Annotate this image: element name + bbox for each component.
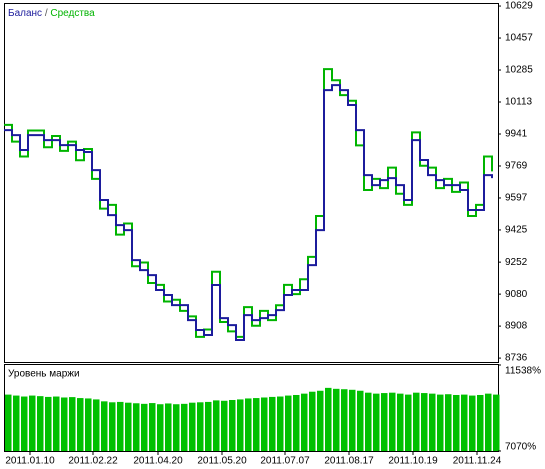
margin-bar	[381, 393, 388, 451]
main-panel	[4, 3, 499, 363]
margin-bar	[325, 387, 332, 451]
margin-bar	[405, 394, 412, 451]
x-tick-label: 2011.01.10	[5, 456, 55, 467]
x-tick-label: 2011.11.24	[453, 456, 502, 467]
x-tick-label: 2011.07.07	[260, 456, 310, 467]
margin-bar	[485, 393, 492, 451]
margin-bar	[293, 394, 300, 451]
margin-bar	[205, 401, 212, 451]
margin-bar	[413, 392, 420, 451]
margin-bar	[133, 403, 140, 451]
x-tick-label: 2011.04.20	[133, 456, 183, 467]
margin-bar	[85, 398, 92, 451]
margin-bar	[309, 391, 316, 451]
margin-bar	[357, 390, 364, 451]
margin-bar	[37, 396, 44, 451]
margin-bar	[149, 403, 156, 451]
margin-bar	[197, 402, 204, 451]
y-tick-label: 10285	[505, 65, 533, 76]
x-tick-label: 2011.08.17	[324, 456, 374, 467]
margin-bar	[157, 404, 164, 451]
y-tick-label: 9769	[505, 161, 528, 172]
x-tick-label: 2011.10.19	[388, 456, 438, 467]
margin-bar	[173, 404, 180, 451]
margin-bar	[349, 389, 356, 451]
margin-bar	[181, 403, 188, 451]
series-line	[4, 84, 493, 342]
margin-bar	[437, 394, 444, 451]
margin-bar	[317, 390, 324, 451]
margin-bar	[341, 389, 348, 451]
y-tick-label: 8908	[505, 321, 528, 332]
margin-bar	[245, 398, 252, 451]
margin-bar	[61, 397, 68, 451]
x-tick-label: 2011.05.20	[197, 456, 247, 467]
margin-bar	[125, 402, 132, 451]
margin-bar	[229, 399, 236, 451]
y-tick-label: 8736	[505, 353, 528, 364]
legend-equity: Средства	[50, 8, 95, 19]
margin-bar	[373, 393, 380, 451]
y-tick-label: 9941	[505, 129, 528, 140]
margin-bar	[285, 395, 292, 451]
margin-bar	[261, 397, 268, 451]
margin-bar	[277, 396, 284, 451]
margin-bar	[477, 394, 484, 451]
margin-bar	[445, 394, 452, 451]
y-tick-label: 9597	[505, 193, 528, 204]
legend-balance: Баланс	[8, 8, 42, 19]
y-tick-label: 10113	[505, 97, 533, 108]
margin-bar	[45, 396, 52, 451]
margin-bar	[461, 394, 468, 451]
margin-bar	[453, 394, 460, 451]
y-tick-label: 7070%	[505, 442, 536, 453]
margin-bar	[493, 394, 500, 451]
margin-bar	[429, 393, 436, 451]
margin-bar	[5, 394, 12, 451]
margin-bar	[141, 403, 148, 451]
y-tick-label: 10457	[505, 33, 533, 44]
margin-bar	[469, 395, 476, 451]
margin-bar	[101, 401, 108, 451]
margin-bar	[109, 402, 116, 451]
y-tick-label: 9080	[505, 289, 528, 300]
margin-bar	[165, 403, 172, 451]
margin-bar	[29, 395, 36, 451]
margin-bar	[301, 393, 308, 451]
margin-bar	[269, 396, 276, 451]
margin-title: Уровень маржи	[8, 369, 80, 380]
margin-bar	[397, 393, 404, 451]
margin-bar	[389, 392, 396, 451]
margin-bar	[13, 395, 20, 451]
y-tick-label: 10629	[505, 1, 533, 12]
legend-separator: /	[45, 8, 48, 19]
x-tick-label: 2011.02.22	[68, 456, 118, 467]
margin-bar	[213, 400, 220, 451]
margin-bar	[237, 399, 244, 451]
legend: Баланс / Средства	[8, 8, 95, 19]
margin-bar	[77, 398, 84, 451]
margin-bar	[365, 392, 372, 451]
margin-bar	[189, 402, 196, 451]
margin-bar	[53, 396, 60, 451]
margin-bar	[21, 396, 28, 451]
margin-bar	[333, 388, 340, 451]
y-tick-label: 9252	[505, 257, 528, 268]
margin-bar	[69, 397, 76, 451]
y-tick-label: 11538%	[505, 366, 541, 377]
margin-bar	[221, 400, 228, 451]
y-tick-label: 9425	[505, 225, 528, 236]
margin-bar	[117, 401, 124, 451]
margin-bar	[421, 393, 428, 451]
margin-bar	[253, 398, 260, 451]
margin-bar	[93, 399, 100, 451]
